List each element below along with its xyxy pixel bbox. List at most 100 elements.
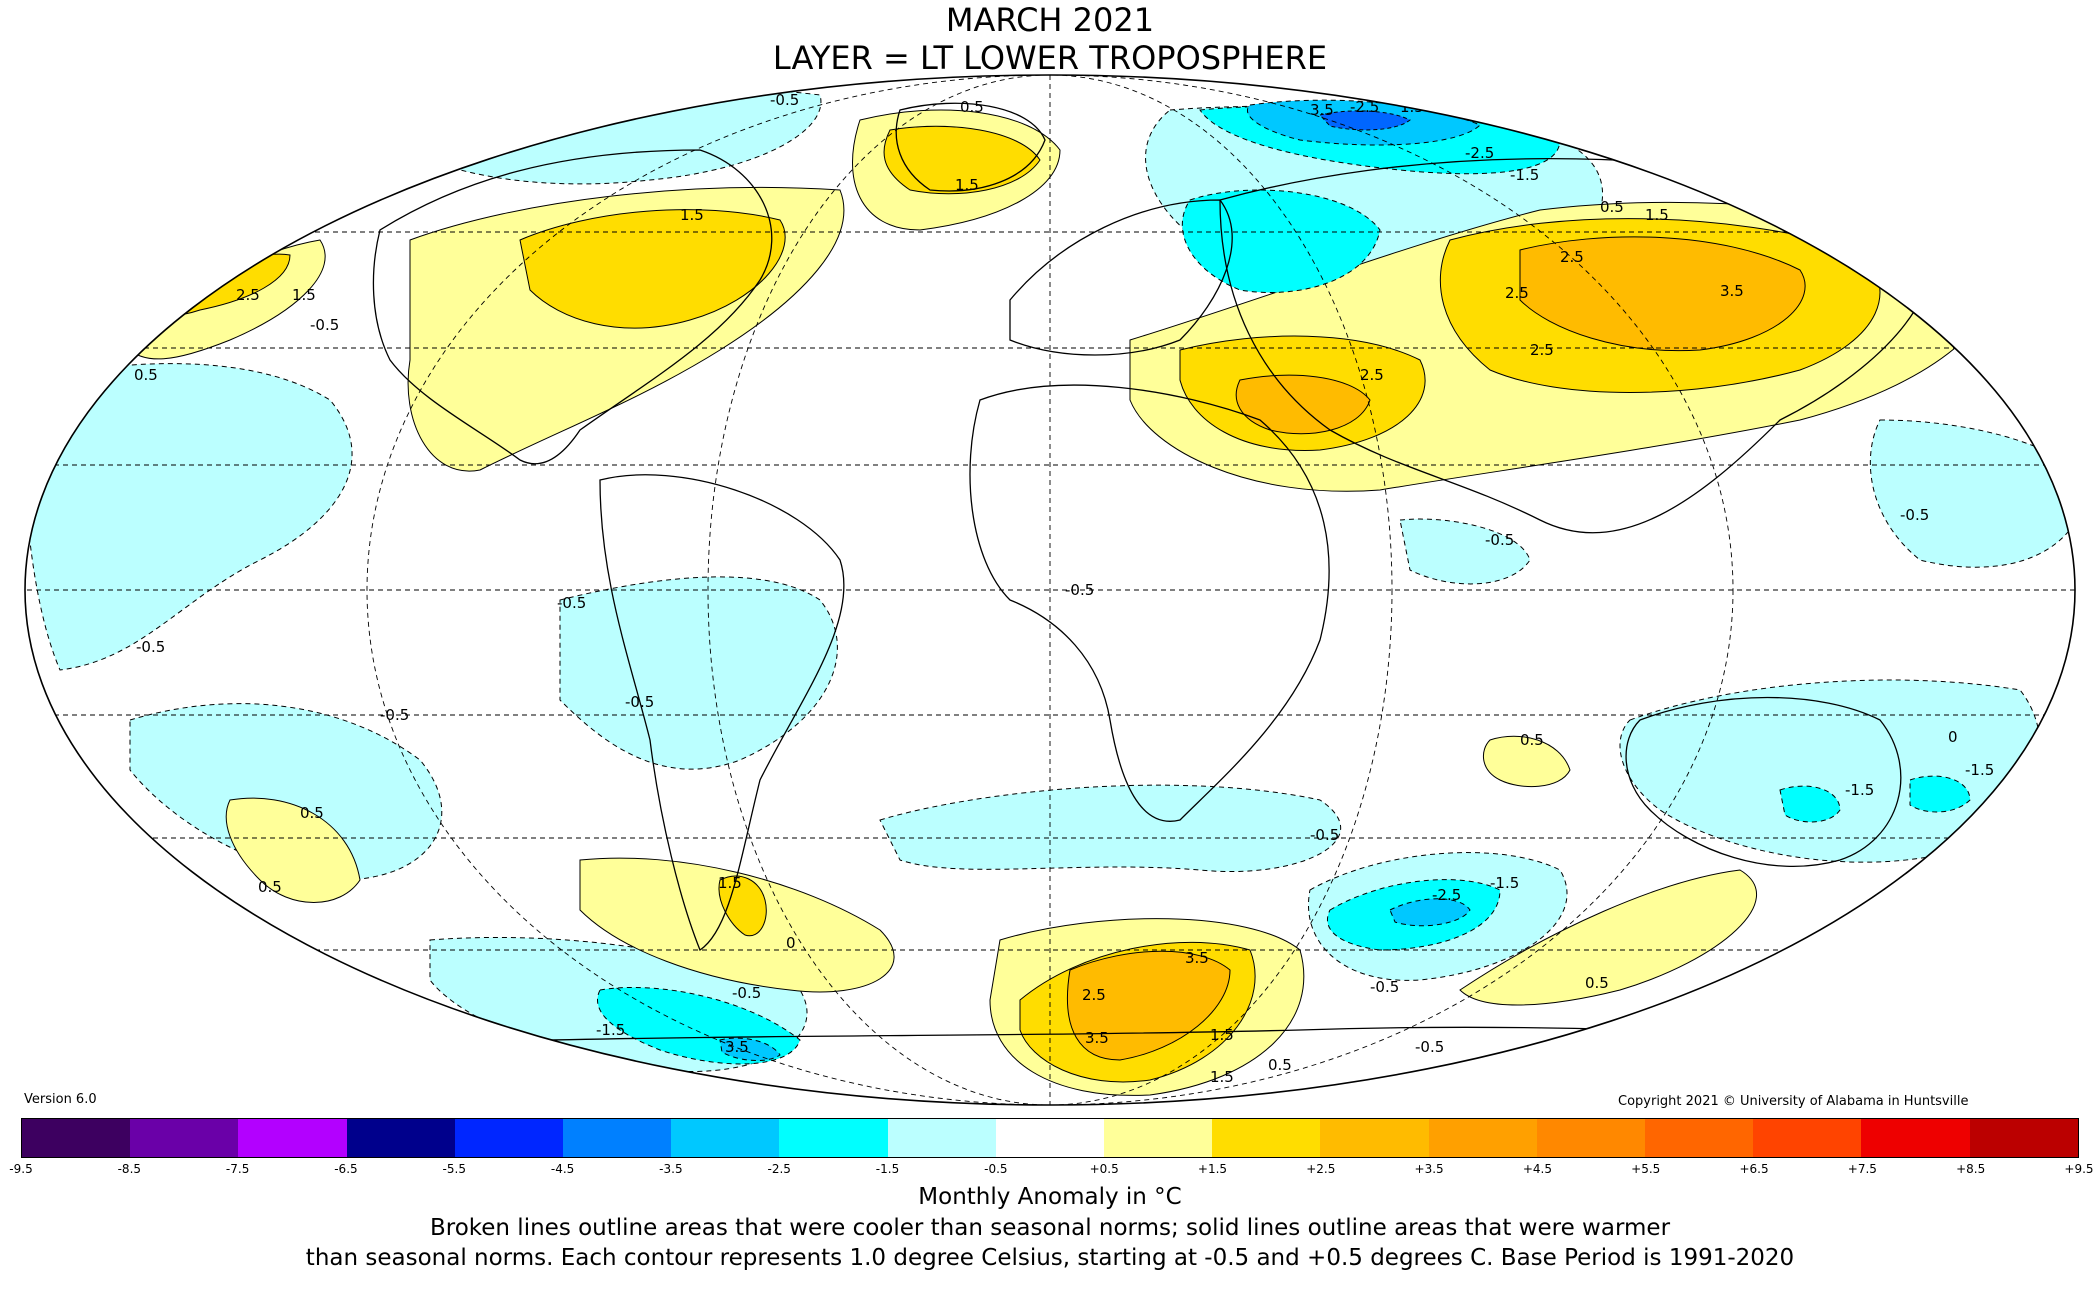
description-line-1: Broken lines outline areas that were coo…	[429, 1215, 1671, 1241]
colorbar-segment	[1645, 1119, 1754, 1157]
contour-label: -0.5	[770, 91, 799, 109]
contour-label: -2.5	[1465, 144, 1494, 162]
copyright-label: Copyright 2021 © University of Alabama i…	[1618, 1094, 1969, 1109]
north-america-outline	[372, 149, 773, 465]
africa-outline	[969, 384, 1330, 822]
anomaly-region-siberia-core	[1519, 236, 1806, 352]
anomaly-region-eastern-north-america	[519, 209, 786, 329]
colorbar-tick-label: +6.5	[1739, 1162, 1769, 1176]
contour-label: -0.5	[732, 984, 761, 1002]
contour-label: -2.5	[1432, 886, 1461, 904]
colorbar-tick-label: +2.5	[1306, 1162, 1336, 1176]
anomaly-region-antarctic-blue	[719, 1037, 781, 1062]
colorbar-segment	[454, 1119, 564, 1157]
graticule	[25, 75, 2075, 1105]
anomaly-region-russia-core	[1181, 189, 1381, 293]
colorbar-tick-label: -9.5	[9, 1162, 33, 1176]
colorbar-segment	[130, 1119, 239, 1157]
contour-label: 1.5	[718, 874, 742, 892]
colorbar-segment	[995, 1119, 1105, 1157]
anomaly-region-pacific-east	[1869, 419, 2075, 568]
colorbar-tick-label: +1.5	[1197, 1162, 1228, 1176]
anomaly-region-southern-pacific-east	[1459, 869, 1757, 1006]
colorbar-segment	[1861, 1119, 1970, 1157]
anomaly-region-indian-ocean	[1399, 518, 1531, 585]
map-subtitle: LAYER = LT LOWER TROPOSPHERE	[772, 39, 1328, 77]
contour-label: 0	[1948, 728, 1958, 746]
contour-label: 1.5	[292, 286, 316, 304]
colorbar-tick-label: -8.5	[117, 1162, 142, 1176]
colorbar-segment	[1969, 1119, 2078, 1157]
colorbar-tick-label: +3.5	[1414, 1162, 1444, 1176]
anomaly-region-southern-atlantic	[879, 784, 1342, 873]
colorbar-segment	[1212, 1119, 1321, 1157]
contour-label: -1.5	[1490, 874, 1519, 892]
anomaly-region-arctic-deep	[1319, 110, 1411, 131]
anomaly-region-pacific-west	[25, 363, 353, 671]
colorbar-tick-label: +5.5	[1631, 1162, 1661, 1176]
europe-outline	[1009, 199, 1233, 356]
contour-label: -2.5	[1350, 98, 1379, 116]
contour-label: 2.5	[1082, 986, 1106, 1004]
anomaly-map: -0.5 0.5 1.5 3.5 -2.5 1.5 -2.5 -1.5 0.5 …	[24, 74, 2076, 1106]
colorbar-tick-label: +8.5	[1956, 1162, 1986, 1176]
colorbar-segment	[1536, 1119, 1646, 1157]
contour-label: 0.5	[258, 878, 282, 896]
contour-label: -0.5	[1415, 1038, 1444, 1056]
contour-label: 1.5	[1645, 206, 1669, 224]
contour-label: 2.5	[236, 286, 260, 304]
colorbar-segment	[563, 1119, 672, 1157]
contour-label: 0.5	[1600, 198, 1624, 216]
contour-label: 0.5	[134, 366, 158, 384]
contour-label: 3.5	[725, 1038, 749, 1056]
anomaly-region-south-pacific	[225, 797, 361, 903]
anomaly-region-patagonia	[718, 875, 767, 937]
colorbar-tick-label: -1.5	[875, 1162, 900, 1176]
colorbar-segment	[671, 1119, 780, 1157]
contour-label: -0.5	[136, 638, 165, 656]
colorbar-segment	[887, 1119, 996, 1157]
contour-label: -0.5	[1310, 826, 1339, 844]
contour-label: -0.5	[1900, 506, 1929, 524]
map-title: MARCH 2021	[945, 1, 1155, 39]
colorbar-segment	[346, 1119, 455, 1157]
contour-label: -1.5	[1965, 761, 1994, 779]
contour-label: -1.5	[1845, 781, 1874, 799]
colorbar-tick-label: -0.5	[984, 1162, 1008, 1176]
australia-outline	[1625, 696, 1902, 867]
contour-label: -0.5	[1485, 531, 1514, 549]
colorbar-label: Monthly Anomaly in °C	[918, 1184, 1182, 1210]
colorbar-tick-label: +0.5	[1089, 1162, 1119, 1176]
south-america-outline	[599, 474, 845, 951]
colorbar-tick-label: -5.5	[442, 1162, 466, 1176]
colorbar-ticks: -9.5 -8.5 -7.5 -6.5 -5.5 -4.5 -3.5 -2.5 -1.5 -0.5…	[9, 1162, 2093, 1182]
colorbar-segment	[779, 1119, 888, 1157]
contour-label: -0.5	[625, 693, 654, 711]
colorbar-segment	[22, 1119, 131, 1157]
contour-label: 1.5	[680, 206, 704, 224]
contour-label: 3.5	[1085, 1029, 1109, 1047]
colorbar-segment	[1320, 1119, 1429, 1157]
greenland-outline	[895, 102, 1046, 192]
contour-label: 2.5	[1505, 284, 1529, 302]
colorbar-tick-label: -2.5	[767, 1162, 791, 1176]
contour-label: 0.5	[1585, 974, 1609, 992]
anomaly-region-australia	[1619, 679, 2041, 863]
contour-label: 3.5	[1185, 949, 1209, 967]
contour-label: 1.5	[1210, 1026, 1234, 1044]
contour-label: 2.5	[1530, 341, 1554, 359]
contour-label: -0.5	[380, 706, 409, 724]
anomaly-region-southern-indian-blue	[1389, 898, 1471, 927]
contour-label: 2.5	[1360, 366, 1384, 384]
contour-label: -0.5	[1065, 581, 1094, 599]
contour-label: -0.5	[1370, 978, 1399, 996]
contour-label: 1.5	[955, 176, 979, 194]
description-line-2: than seasonal norms. Each contour repres…	[305, 1245, 1795, 1271]
colorbar-tick-label: -6.5	[334, 1162, 358, 1176]
anomaly-region-australia-cyan	[1779, 785, 1841, 823]
colorbar	[21, 1118, 2079, 1158]
version-label: Version 6.0	[24, 1092, 97, 1107]
contour-label: -1.5	[1510, 166, 1539, 184]
contour-label: 3.5	[1310, 101, 1334, 119]
contour-label: -1.5	[596, 1021, 625, 1039]
